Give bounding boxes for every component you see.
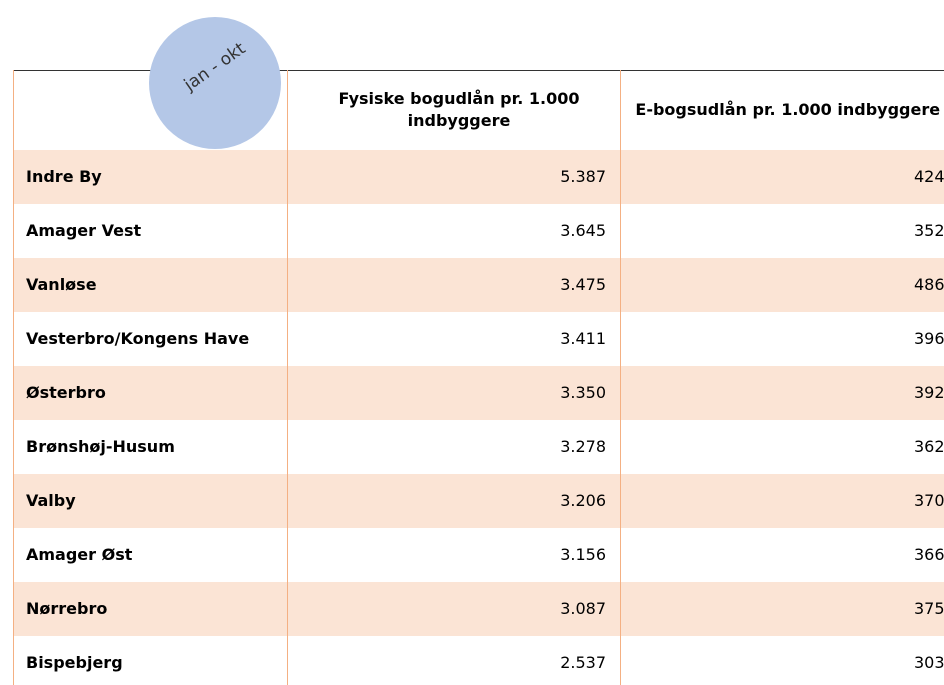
district-cell: Bispebjerg — [13, 635, 288, 685]
table-row: Vesterbro/Kongens Have 3.411 396 — [13, 311, 944, 366]
value-cell: 392 — [913, 383, 944, 402]
value-cell: 3.350 — [287, 365, 621, 420]
badge-text: jan - okt — [180, 38, 250, 96]
table-row: Bispebjerg 2.537 303 — [13, 635, 944, 685]
district-cell: Østerbro — [13, 365, 288, 420]
value-cell: 375 — [913, 599, 944, 618]
table-row: Vanløse 3.475 486 — [13, 257, 944, 312]
table-row: Valby 3.206 370 — [13, 473, 944, 528]
header-cell: Fysiske bogudlån pr. 1.000 indbyggere — [287, 70, 621, 150]
district-cell: Vesterbro/Kongens Have — [13, 311, 288, 366]
district-cell: Valby — [13, 473, 288, 528]
value-cell: 3.475 — [287, 257, 621, 312]
value-cell: 3.278 — [287, 419, 621, 474]
value-cell: 3.156 — [287, 527, 621, 582]
value-cell: 362 — [913, 437, 944, 456]
table-row: Brønshøj-Husum 3.278 362 — [13, 419, 944, 474]
value-cell: 303 — [913, 653, 944, 672]
value-cell: 424 — [913, 167, 944, 186]
value-cell: 3.206 — [287, 473, 621, 528]
table-row: Amager Øst 3.156 366 — [13, 527, 944, 582]
value-cell: 5.387 — [287, 149, 621, 204]
table-row: Indre By 5.387 424 — [13, 149, 944, 204]
table-row: Nørrebro 3.087 375 — [13, 581, 944, 636]
loans-table: Fysiske bogudlån pr. 1.000 indbyggere E-… — [13, 70, 944, 685]
header-cell: E-bogsudlån pr. 1.000 indbyggere — [635, 100, 941, 120]
value-cell: 3.645 — [287, 203, 621, 258]
value-cell: 2.537 — [287, 635, 621, 685]
table-row: Østerbro 3.350 392 — [13, 365, 944, 420]
value-cell: 486 — [913, 275, 944, 294]
value-cell: 3.087 — [287, 581, 621, 636]
district-cell: Vanløse — [13, 257, 288, 312]
district-cell: Nørrebro — [13, 581, 288, 636]
table-body: Indre By 5.387 424 Amager Vest 3.645 352 Vanlø… — [13, 149, 944, 685]
district-cell: Indre By — [13, 149, 288, 204]
district-cell: Amager Vest — [13, 203, 288, 258]
value-cell: 396 — [913, 329, 944, 348]
value-cell: 370 — [913, 491, 944, 510]
period-badge: jan - okt — [149, 17, 281, 149]
value-cell: 366 — [913, 545, 944, 564]
district-cell: Brønshøj-Husum — [13, 419, 288, 474]
value-cell: 352 — [913, 221, 944, 240]
district-cell: Amager Øst — [13, 527, 288, 582]
value-cell: 3.411 — [287, 311, 621, 366]
table-row: Amager Vest 3.645 352 — [13, 203, 944, 258]
